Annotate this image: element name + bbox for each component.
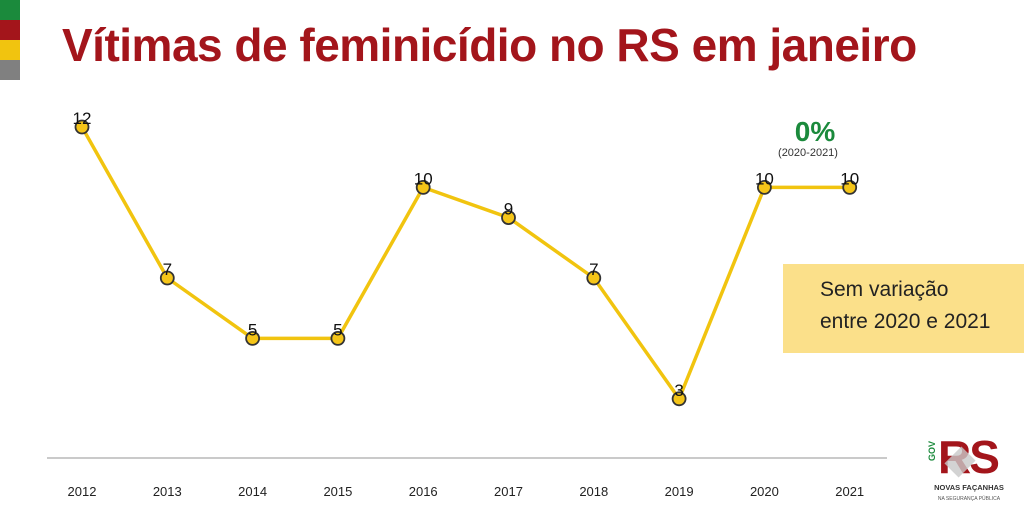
- chart-title: Vítimas de feminicídio no RS em janeiro: [62, 19, 917, 71]
- data-label: 10: [840, 169, 859, 188]
- data-point: [74, 119, 90, 135]
- flag-green: [0, 0, 20, 20]
- callout-line-2: entre 2020 e 2021: [820, 310, 991, 333]
- data-point: [159, 270, 175, 286]
- data-label: 5: [248, 320, 257, 339]
- logo-tagline: NOVAS FAÇANHAS: [934, 483, 1004, 492]
- data-label: 10: [414, 169, 433, 188]
- data-point: [245, 330, 261, 346]
- x-tick-labels: 2012 2013 2014 2015 2016 2017 2018 2019 2020 2021: [68, 484, 865, 499]
- x-tick-label: 2016: [409, 484, 438, 499]
- flag-gray: [0, 60, 20, 80]
- x-tick-label: 2013: [153, 484, 182, 499]
- data-point: [415, 179, 431, 195]
- series-group: 12 7 5 5 10 9 7 3 10 10: [73, 109, 859, 407]
- data-label: 9: [504, 200, 513, 219]
- data-label: 5: [333, 320, 342, 339]
- callout-line-1: Sem variação: [820, 278, 949, 301]
- flag-red: [0, 20, 20, 40]
- x-tick-label: 2012: [68, 484, 97, 499]
- x-tick-label: 2020: [750, 484, 779, 499]
- logo-gov-text: GOV: [927, 440, 938, 462]
- x-tick-label: 2017: [494, 484, 523, 499]
- variation-value: 0%: [795, 116, 836, 147]
- flag-yellow: [0, 40, 20, 60]
- data-label: 3: [674, 381, 683, 400]
- data-point: [501, 210, 516, 226]
- variation-callout: Sem variação entre 2020 e 2021: [783, 264, 1024, 353]
- data-point: [671, 391, 687, 407]
- flag-strip: [0, 0, 20, 80]
- x-tick-label: 2014: [238, 484, 267, 499]
- data-point: [842, 179, 858, 195]
- x-tick-label: 2018: [579, 484, 608, 499]
- data-label: 7: [163, 260, 172, 279]
- rs-gov-logo: GOV RS NOVAS FAÇANHAS NA SEGURANÇA PÚBLI…: [926, 431, 1012, 506]
- data-label: 12: [73, 109, 92, 128]
- variation-period: (2020-2021): [778, 147, 838, 159]
- x-tick-label: 2021: [835, 484, 864, 499]
- x-tick-label: 2015: [323, 484, 352, 499]
- logo-subtitle: NA SEGURANÇA PÚBLICA: [937, 496, 1001, 502]
- data-label: 7: [589, 260, 598, 279]
- data-point: [586, 270, 602, 286]
- data-label: 10: [755, 169, 774, 188]
- data-point: [330, 330, 346, 346]
- data-point: [757, 179, 772, 195]
- x-tick-label: 2019: [665, 484, 694, 499]
- series-line: [80, 126, 850, 401]
